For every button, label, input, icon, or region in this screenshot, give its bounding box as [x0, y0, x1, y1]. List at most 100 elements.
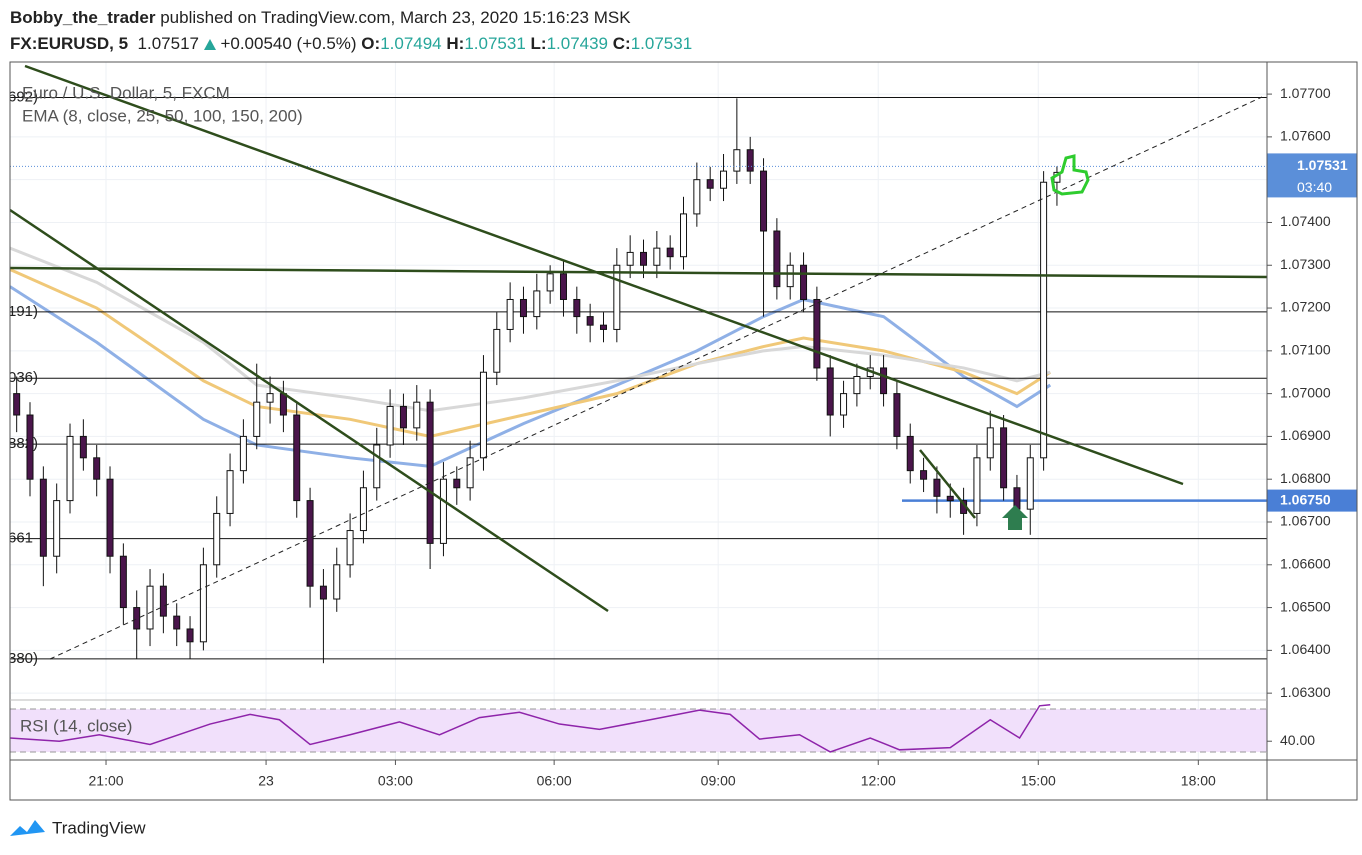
candle-body [626, 251, 634, 266]
o-label: O: [361, 34, 381, 53]
candle-body [813, 298, 821, 369]
price-tag-label: 1.06750 [1280, 491, 1331, 507]
candle-body [586, 316, 594, 326]
rsi-line [10, 703, 1051, 753]
candle-body [39, 478, 47, 557]
candle-body [373, 444, 381, 489]
x-tick-label: 23 [258, 773, 274, 789]
candle-body [79, 435, 87, 459]
level-label: 380) [8, 650, 38, 667]
candle-body [1040, 181, 1048, 459]
price-tag [1267, 489, 1357, 512]
candle-body [546, 273, 554, 292]
c-label: C: [612, 34, 631, 53]
candle-body [93, 457, 101, 480]
candle-body [359, 487, 367, 532]
candle-body [26, 414, 34, 480]
candle-body [466, 457, 474, 489]
candle-body [66, 435, 74, 502]
frame [9, 61, 1358, 801]
rsi-pane [10, 703, 1267, 753]
candle-body [1000, 427, 1008, 489]
level-label: 882) [8, 435, 38, 452]
rsi-band [10, 709, 1267, 752]
candle-body [213, 512, 221, 566]
l-value: 1.07439 [546, 34, 609, 53]
candle-body [399, 405, 407, 429]
footer-brand: TradingView [52, 818, 146, 837]
ema-line [10, 285, 1052, 468]
price-pane: 692) 191) 036) 882) 661 380) [8, 88, 1267, 667]
candle-body [519, 298, 527, 318]
candle-body [773, 230, 781, 288]
candle-body [346, 530, 354, 566]
indicator-legend: EMA (8, close, 25, 50, 100, 150, 200) [22, 106, 303, 125]
last: 1.07517 [137, 34, 199, 53]
candle-body [13, 393, 21, 416]
drawings [10, 64, 1267, 660]
candle-body [840, 393, 848, 416]
candle-body [826, 367, 834, 416]
y-tick-label: 1.06900 [1280, 427, 1331, 443]
trend-line [919, 449, 976, 519]
candle-body [426, 401, 434, 544]
trend-line [10, 208, 609, 613]
l-label: L: [530, 34, 547, 53]
y-tick-label: 1.06500 [1280, 598, 1331, 614]
candle-body [746, 149, 754, 172]
candle-body [973, 457, 981, 514]
candle-body [293, 414, 301, 502]
level-label: 191) [8, 303, 38, 320]
y-tick-label: 1.07300 [1280, 256, 1331, 272]
candle-body [306, 500, 314, 587]
candle-body [880, 367, 888, 395]
candle-body [266, 393, 274, 403]
level-label: 661 [8, 530, 33, 547]
candle-body [453, 478, 461, 489]
candle-body [640, 251, 648, 266]
logo: TradingView [10, 818, 146, 837]
candle-body [733, 149, 741, 172]
candle-body [946, 495, 954, 502]
y-tick-label: 1.07600 [1280, 128, 1331, 144]
candle-body [786, 264, 794, 288]
x-tick-label: 15:00 [1021, 773, 1056, 789]
y-tick-label: 1.07700 [1280, 85, 1331, 101]
x-tick-label: 12:00 [861, 773, 896, 789]
candle-body [693, 179, 701, 215]
candle-body [613, 264, 621, 330]
h-value: 1.07531 [464, 34, 526, 53]
header-line: Bobby_the_trader published on TradingVie… [10, 8, 631, 28]
x-tick-label: 06:00 [537, 773, 572, 789]
change: +0.00540 (+0.5%) [220, 34, 357, 53]
candle-body [920, 470, 928, 480]
candle-body [986, 427, 994, 459]
candle-body [333, 564, 341, 600]
candle-body [1026, 457, 1034, 510]
y-tick-label: 1.06300 [1280, 684, 1331, 700]
candle-body [159, 585, 167, 617]
y-tick-label: 1.07400 [1280, 213, 1331, 229]
candle-body [479, 371, 487, 459]
price-tag [1267, 153, 1357, 198]
candle-body [653, 247, 661, 266]
trend-line [10, 266, 1267, 279]
candle-body [119, 555, 127, 609]
axes: 1.06300 1.06400 1.06500 1.06600 1.06700 1.068… [89, 85, 1357, 789]
ema-line [10, 246, 1051, 413]
candle-body [506, 298, 514, 330]
arrow-icon [1002, 505, 1028, 530]
candle-body [573, 298, 581, 318]
candle-body [720, 170, 728, 189]
logo-icon [10, 820, 45, 836]
grid-layer [10, 62, 1267, 760]
o-value: 1.07494 [380, 34, 442, 53]
published: published on TradingView.com, March 23, … [160, 8, 631, 27]
candle-body [413, 401, 421, 429]
candle-body [253, 401, 261, 437]
candle-body [933, 478, 941, 497]
thumbs-up-icon [1050, 154, 1090, 196]
symbol: FX:EURUSD, 5 [10, 34, 129, 53]
candle-body [493, 328, 501, 373]
